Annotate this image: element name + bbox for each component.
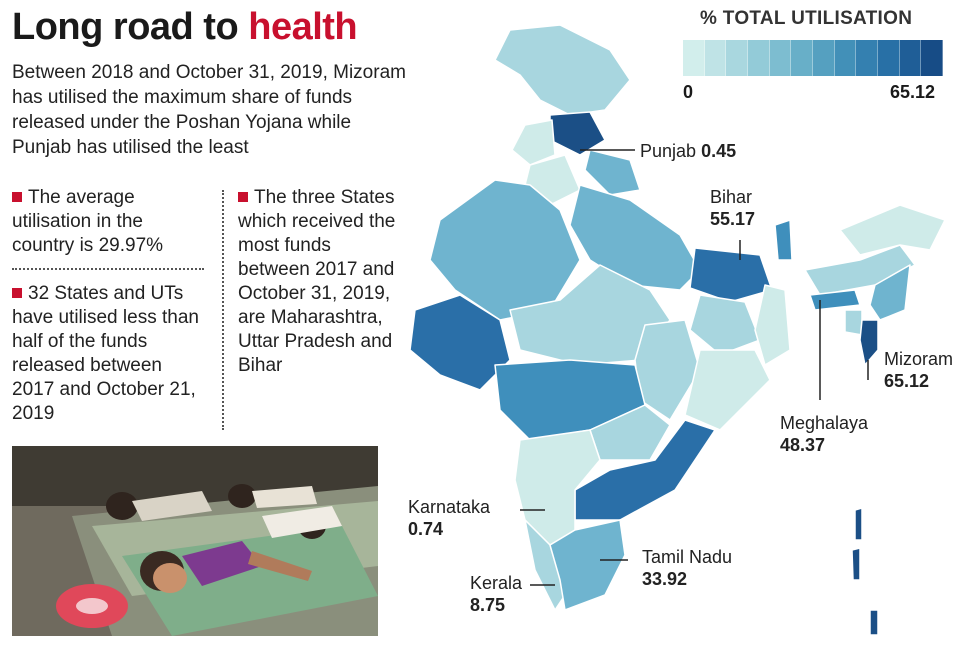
region-nagaland-manipur — [869, 264, 911, 321]
label-meghalaya-name: Meghalaya — [780, 413, 869, 433]
region-bihar — [689, 247, 773, 303]
bullet-states-count-text: 32 States and UTs have utilised less tha… — [12, 283, 199, 424]
region-andaman-3 — [869, 609, 879, 636]
legend-swatch-2 — [726, 40, 749, 76]
region-uttarakhand — [584, 149, 641, 196]
label-kerala: Kerala 8.75 — [470, 572, 522, 616]
region-sikkim — [774, 219, 793, 261]
legend-swatch-10 — [899, 40, 922, 76]
bullet-marker — [12, 288, 22, 298]
label-punjab: Punjab 0.45 — [640, 140, 736, 162]
legend-swatch-5 — [791, 40, 814, 76]
region-uttar-pradesh — [569, 184, 701, 291]
region-odisha — [684, 349, 771, 431]
legend-swatch-3 — [748, 40, 770, 76]
region-punjab — [511, 119, 556, 166]
legend-title: % TOTAL UTILISATION — [700, 8, 913, 29]
region-chhattisgarh — [634, 319, 701, 421]
label-meghalaya: Meghalaya 48.37 — [780, 412, 868, 456]
headline-part1: Long road to — [12, 6, 249, 48]
label-tamil-nadu: Tamil Nadu 33.92 — [642, 546, 732, 590]
region-andaman-1 — [854, 507, 863, 541]
legend-max: 65.12 — [890, 82, 936, 102]
region-madhya-pradesh — [509, 264, 671, 366]
region-andaman-2 — [851, 547, 861, 581]
label-kerala-value: 8.75 — [470, 595, 506, 615]
bullet-top-states-text: The three States which received the most… — [238, 187, 396, 376]
children-photo — [12, 446, 378, 636]
label-kerala-name: Kerala — [470, 573, 523, 593]
region-jharkhand — [689, 294, 761, 356]
label-meghalaya-value: 48.37 — [780, 435, 826, 455]
bullet-average-text: The average utilisation in the country i… — [12, 187, 164, 256]
legend-swatch-4 — [769, 40, 792, 76]
region-himachal — [549, 111, 606, 156]
region-meghalaya — [809, 289, 861, 311]
label-mizoram-value: 65.12 — [884, 371, 930, 391]
bullet-top-states: The three States which received the most… — [238, 186, 408, 378]
label-bihar: Bihar 55.17 — [710, 186, 755, 230]
label-karnataka: Karnataka 0.74 — [408, 496, 490, 540]
label-tamil-nadu-name: Tamil Nadu — [642, 547, 733, 567]
label-karnataka-name: Karnataka — [408, 497, 491, 517]
label-karnataka-value: 0.74 — [408, 519, 444, 539]
legend-swatch-7 — [834, 40, 857, 76]
headline: Long road to health — [12, 6, 358, 49]
bullet-marker — [12, 192, 22, 202]
region-kerala — [524, 519, 566, 611]
region-arunachal — [839, 204, 946, 256]
region-rajasthan — [429, 179, 581, 321]
legend-swatch-6 — [813, 40, 835, 76]
label-bihar-name: Bihar — [710, 187, 753, 207]
label-punjab-name: Punjab — [640, 141, 697, 161]
label-tamil-nadu-value: 33.92 — [642, 569, 688, 589]
photo-illustration — [12, 446, 378, 636]
region-jammu-kashmir — [494, 24, 631, 116]
region-tamil-nadu — [549, 519, 626, 611]
legend-swatch-9 — [878, 40, 900, 76]
bullet-marker — [238, 192, 248, 202]
legend-swatch-1 — [704, 40, 727, 76]
headline-part2: health — [248, 6, 358, 48]
region-west-bengal — [754, 284, 791, 366]
legend-swatch-0 — [683, 40, 705, 76]
legend-color-scale — [683, 40, 944, 76]
india-map — [409, 24, 946, 636]
intro-text: Between 2018 and October 31, 2019, Mizor… — [12, 62, 406, 158]
horizontal-divider — [12, 268, 204, 270]
legend-swatch-8 — [856, 40, 879, 76]
label-bihar-value: 55.17 — [710, 209, 756, 229]
vertical-divider — [222, 190, 224, 430]
region-gujarat — [409, 294, 511, 391]
legend-swatch-11 — [921, 40, 944, 76]
bullet-average: The average utilisation in the country i… — [12, 186, 207, 258]
region-tripura — [844, 309, 863, 336]
legend-min: 0 — [683, 82, 694, 102]
label-mizoram-name: Mizoram — [884, 349, 954, 369]
label-mizoram: Mizoram 65.12 — [884, 348, 953, 392]
bullet-states-count: 32 States and UTs have utilised less tha… — [12, 282, 207, 426]
region-mizoram — [859, 319, 879, 366]
label-punjab-value: 0.45 — [701, 141, 737, 161]
